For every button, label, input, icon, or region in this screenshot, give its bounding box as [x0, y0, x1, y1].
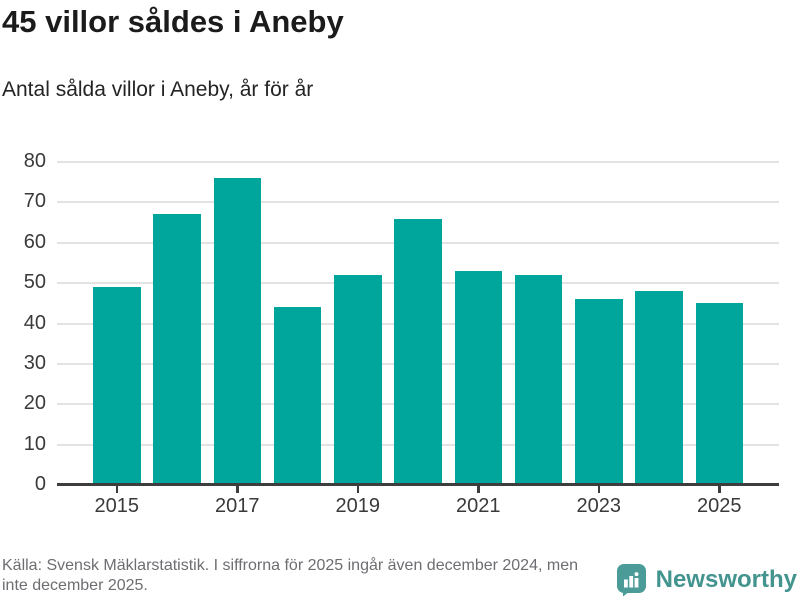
y-axis-label-70: 70	[23, 190, 46, 213]
bar-2017	[213, 178, 261, 485]
x-tick-2017	[236, 486, 239, 493]
y-axis-label-20: 20	[23, 392, 46, 415]
y-axis-label-40: 40	[23, 311, 46, 334]
gridline-70	[57, 201, 779, 204]
bar-2022	[514, 275, 563, 485]
bar-2024	[635, 291, 683, 485]
y-axis-label-0: 0	[34, 473, 46, 495]
x-axis-label-2023: 2023	[576, 495, 622, 517]
bar-2020	[394, 218, 442, 485]
y-axis-label-50: 50	[23, 271, 46, 294]
x-tick-2019	[356, 486, 359, 493]
bar-2025	[695, 303, 743, 485]
x-axis-line	[57, 483, 779, 486]
x-axis-label-2021: 2021	[456, 495, 501, 517]
bar-2023	[575, 299, 623, 485]
y-axis-label-60: 60	[23, 230, 46, 253]
bar-2016	[153, 214, 201, 485]
x-axis-label-2015: 2015	[94, 495, 140, 517]
y-axis-label-30: 30	[23, 351, 46, 374]
bar-2019	[334, 275, 382, 485]
x-tick-2015	[115, 486, 118, 493]
y-axis-label-80: 80	[23, 150, 46, 172]
newsworthy-logo-text: Newsworthy	[655, 566, 797, 593]
newsworthy-logo: Newsworthy	[616, 563, 797, 597]
x-axis-label-2019: 2019	[335, 495, 381, 517]
x-tick-2021	[477, 486, 480, 493]
bar-2015	[93, 287, 141, 485]
x-axis-label-2017: 2017	[215, 495, 260, 517]
chart-title: 45 villor såldes i Aneby	[2, 4, 344, 39]
gridline-80	[57, 161, 779, 163]
source-note: Källa: Svensk Mäklarstatistik. I siffror…	[2, 557, 578, 594]
bar-2021	[454, 271, 502, 485]
chart-subtitle: Antal sålda villor i Aneby, år för år	[2, 78, 314, 101]
newsworthy-logo-icon	[616, 564, 646, 597]
plot-area: 0 10 20 30 40 50 60 70 80 2015 2017 2019 2021 2023 202…	[24, 151, 779, 517]
y-axis-label-10: 10	[23, 432, 46, 455]
x-tick-2023	[597, 486, 600, 493]
bar-2018	[273, 307, 322, 485]
x-axis-label-2025: 2025	[697, 495, 742, 517]
x-tick-2025	[718, 486, 721, 493]
